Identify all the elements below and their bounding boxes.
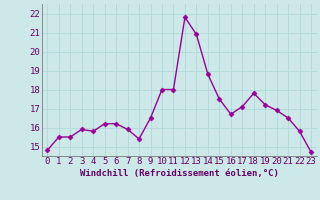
- X-axis label: Windchill (Refroidissement éolien,°C): Windchill (Refroidissement éolien,°C): [80, 169, 279, 178]
